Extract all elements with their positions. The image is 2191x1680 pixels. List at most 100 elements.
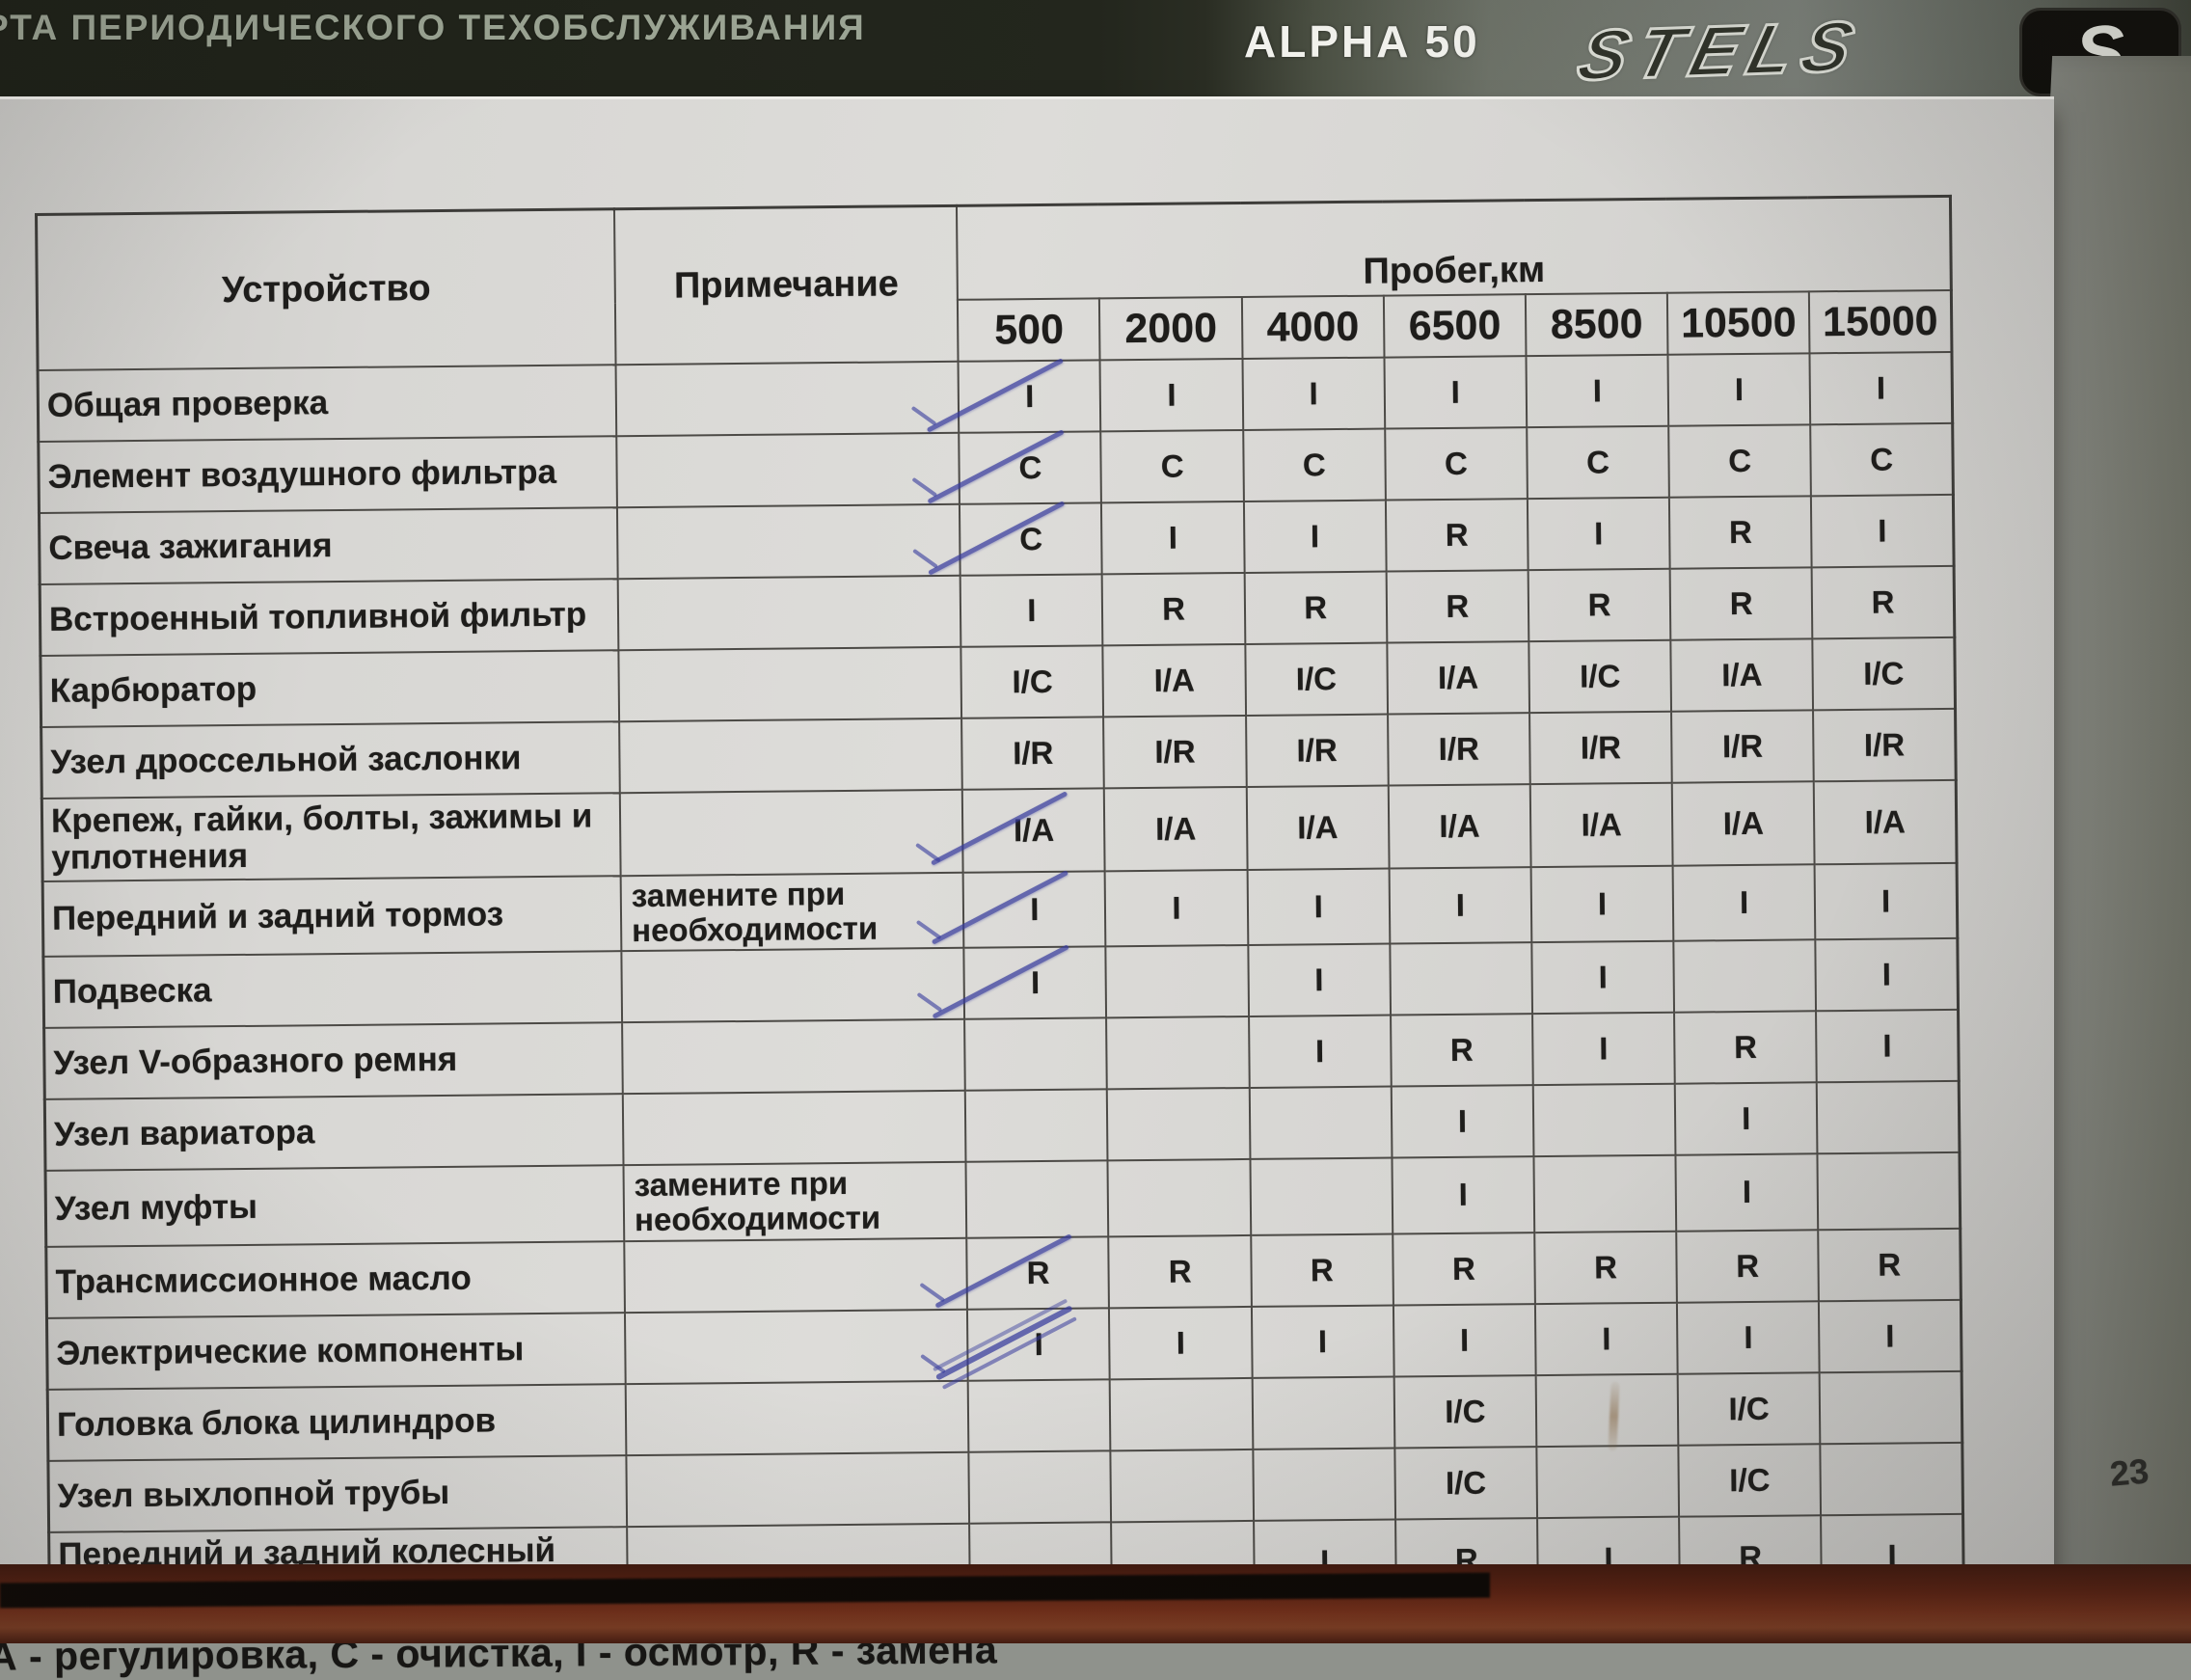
mileage-header-8500: 8500 [1525, 292, 1668, 357]
mark-cell: I [1105, 869, 1248, 947]
mark-cell: R [1393, 1232, 1535, 1306]
mark-cell: I [1527, 497, 1670, 571]
mark-cell: I [1531, 940, 1675, 1015]
mark-cell: I/R [1528, 711, 1672, 785]
mark-cell: I [960, 574, 1103, 647]
mark-cell: I/R [1387, 713, 1530, 786]
mark-cell: R [1669, 567, 1813, 640]
photo-of-manual-page: РТА ПЕРИОДИЧЕСКОГО ТЕХОБСЛУЖИВАНИЯ ALPHA… [0, 0, 2191, 1643]
note-cell [621, 947, 965, 1023]
device-cell: Элемент воздушного фильтра [38, 436, 617, 513]
mark-cell: I [1251, 1305, 1394, 1378]
mark-cell: I [1247, 943, 1391, 1017]
device-cell: Карбюратор [40, 650, 620, 727]
mark-cell: I [1389, 866, 1532, 944]
mark-cell: I [1526, 354, 1669, 428]
mark-cell: I/R [961, 717, 1105, 790]
mark-cell [968, 1450, 1112, 1524]
mark-cell: I/R [1813, 708, 1957, 782]
mark-cell: I [958, 360, 1101, 433]
mark-cell: I [1534, 1302, 1678, 1375]
device-cell: Узел вариатора [44, 1094, 624, 1172]
device-cell: Свеча зажигания [39, 507, 618, 584]
mark-cell: I/A [1388, 784, 1531, 869]
mark-cell: I [1248, 1015, 1392, 1089]
mark-cell: I/C [1393, 1374, 1537, 1449]
mark-cell: I/C [1677, 1372, 1821, 1446]
mark-cell [1390, 942, 1532, 1016]
device-cell: Узел V-образного ремня [43, 1022, 623, 1100]
mark-cell: I/A [1670, 638, 1814, 712]
mark-cell: I [1242, 357, 1386, 430]
mark-cell: I/C [1244, 642, 1388, 716]
mark-cell: I/A [1814, 779, 1958, 864]
mileage-header-6500: 6500 [1383, 294, 1527, 358]
note-cell [622, 1090, 966, 1166]
mark-cell: R [1102, 572, 1245, 646]
mark-cell [964, 1017, 1108, 1091]
maintenance-table: Устройство Примечание Пробег,км 500 2000 4… [35, 194, 1965, 1617]
maintenance-table-wrapper: Устройство Примечание Пробег,км 500 2000 4… [35, 194, 1965, 1617]
mark-cell: I/R [1103, 715, 1247, 789]
note-cell [624, 1237, 968, 1313]
mark-cell [1820, 1442, 1963, 1516]
mark-cell: I [1816, 1010, 1960, 1083]
mark-cell: R [1534, 1231, 1678, 1304]
mark-cell: I [1392, 1156, 1535, 1234]
mark-cell [1106, 1016, 1250, 1090]
mark-cell: I [963, 946, 1107, 1019]
mark-cell: I/A [1246, 785, 1390, 870]
mark-cell: I [1819, 1299, 1962, 1373]
device-cell: Передний и задний тормоз [42, 875, 622, 958]
mark-cell: I/C [960, 645, 1104, 718]
note-cell [624, 1309, 968, 1384]
mark-cell: I [962, 870, 1106, 948]
note-cell [618, 646, 962, 722]
device-cell: Головка блока цилиндров [47, 1383, 627, 1461]
note-cell [626, 1451, 970, 1527]
note-cell [615, 361, 960, 437]
mark-cell: I [1815, 938, 1959, 1012]
model-name: ALPHA 50 [1244, 16, 1480, 67]
mark-cell: I/C [1678, 1444, 1822, 1517]
device-cell: Электрические компоненты [46, 1312, 626, 1390]
mark-cell: I [967, 1308, 1111, 1381]
mark-cell: I [1672, 863, 1816, 941]
note-cell: замените при необходимости [623, 1161, 967, 1241]
mark-cell: R [1385, 499, 1528, 572]
mark-cell: I/C [1528, 639, 1672, 714]
page-top-banner: РТА ПЕРИОДИЧЕСКОГО ТЕХОБСЛУЖИВАНИЯ ALPHA… [0, 0, 2191, 98]
note-cell [617, 575, 961, 651]
column-header-note: Примечание [613, 205, 959, 366]
mark-cell: I/R [1671, 710, 1815, 783]
desk-surface [0, 1564, 2191, 1643]
mark-cell: R [1528, 568, 1671, 642]
mark-cell [965, 1160, 1109, 1238]
note-cell [616, 432, 960, 508]
mark-cell [1252, 1376, 1395, 1450]
mark-cell: I [1809, 351, 1953, 425]
mark-cell: R [1390, 1014, 1533, 1087]
mark-cell: I/A [1104, 786, 1248, 871]
device-cell: Общая проверка [38, 365, 617, 442]
mark-cell [1817, 1152, 1961, 1231]
mark-cell: I [1393, 1303, 1536, 1377]
mark-cell: C [959, 431, 1102, 504]
mark-cell: I [1674, 1082, 1818, 1155]
device-cell: Узел выхлопной трубы [47, 1454, 628, 1532]
mark-cell: I [1384, 356, 1528, 429]
mark-cell: I/A [1671, 781, 1815, 866]
mark-cell: I [1099, 358, 1243, 432]
mileage-header-15000: 15000 [1809, 289, 1952, 354]
mark-cell: C [1100, 429, 1244, 503]
mark-cell [1817, 1081, 1960, 1154]
mark-cell: C [1527, 425, 1670, 500]
device-cell: Подвеска [42, 951, 623, 1029]
mark-cell [1110, 1377, 1254, 1451]
mark-cell [1105, 945, 1249, 1018]
mark-cell: R [1244, 571, 1388, 644]
column-header-device: Устройство [36, 208, 616, 370]
mark-cell: I [1811, 494, 1955, 568]
mark-cell: C [1668, 424, 1812, 498]
mileage-header-10500: 10500 [1666, 291, 1810, 355]
